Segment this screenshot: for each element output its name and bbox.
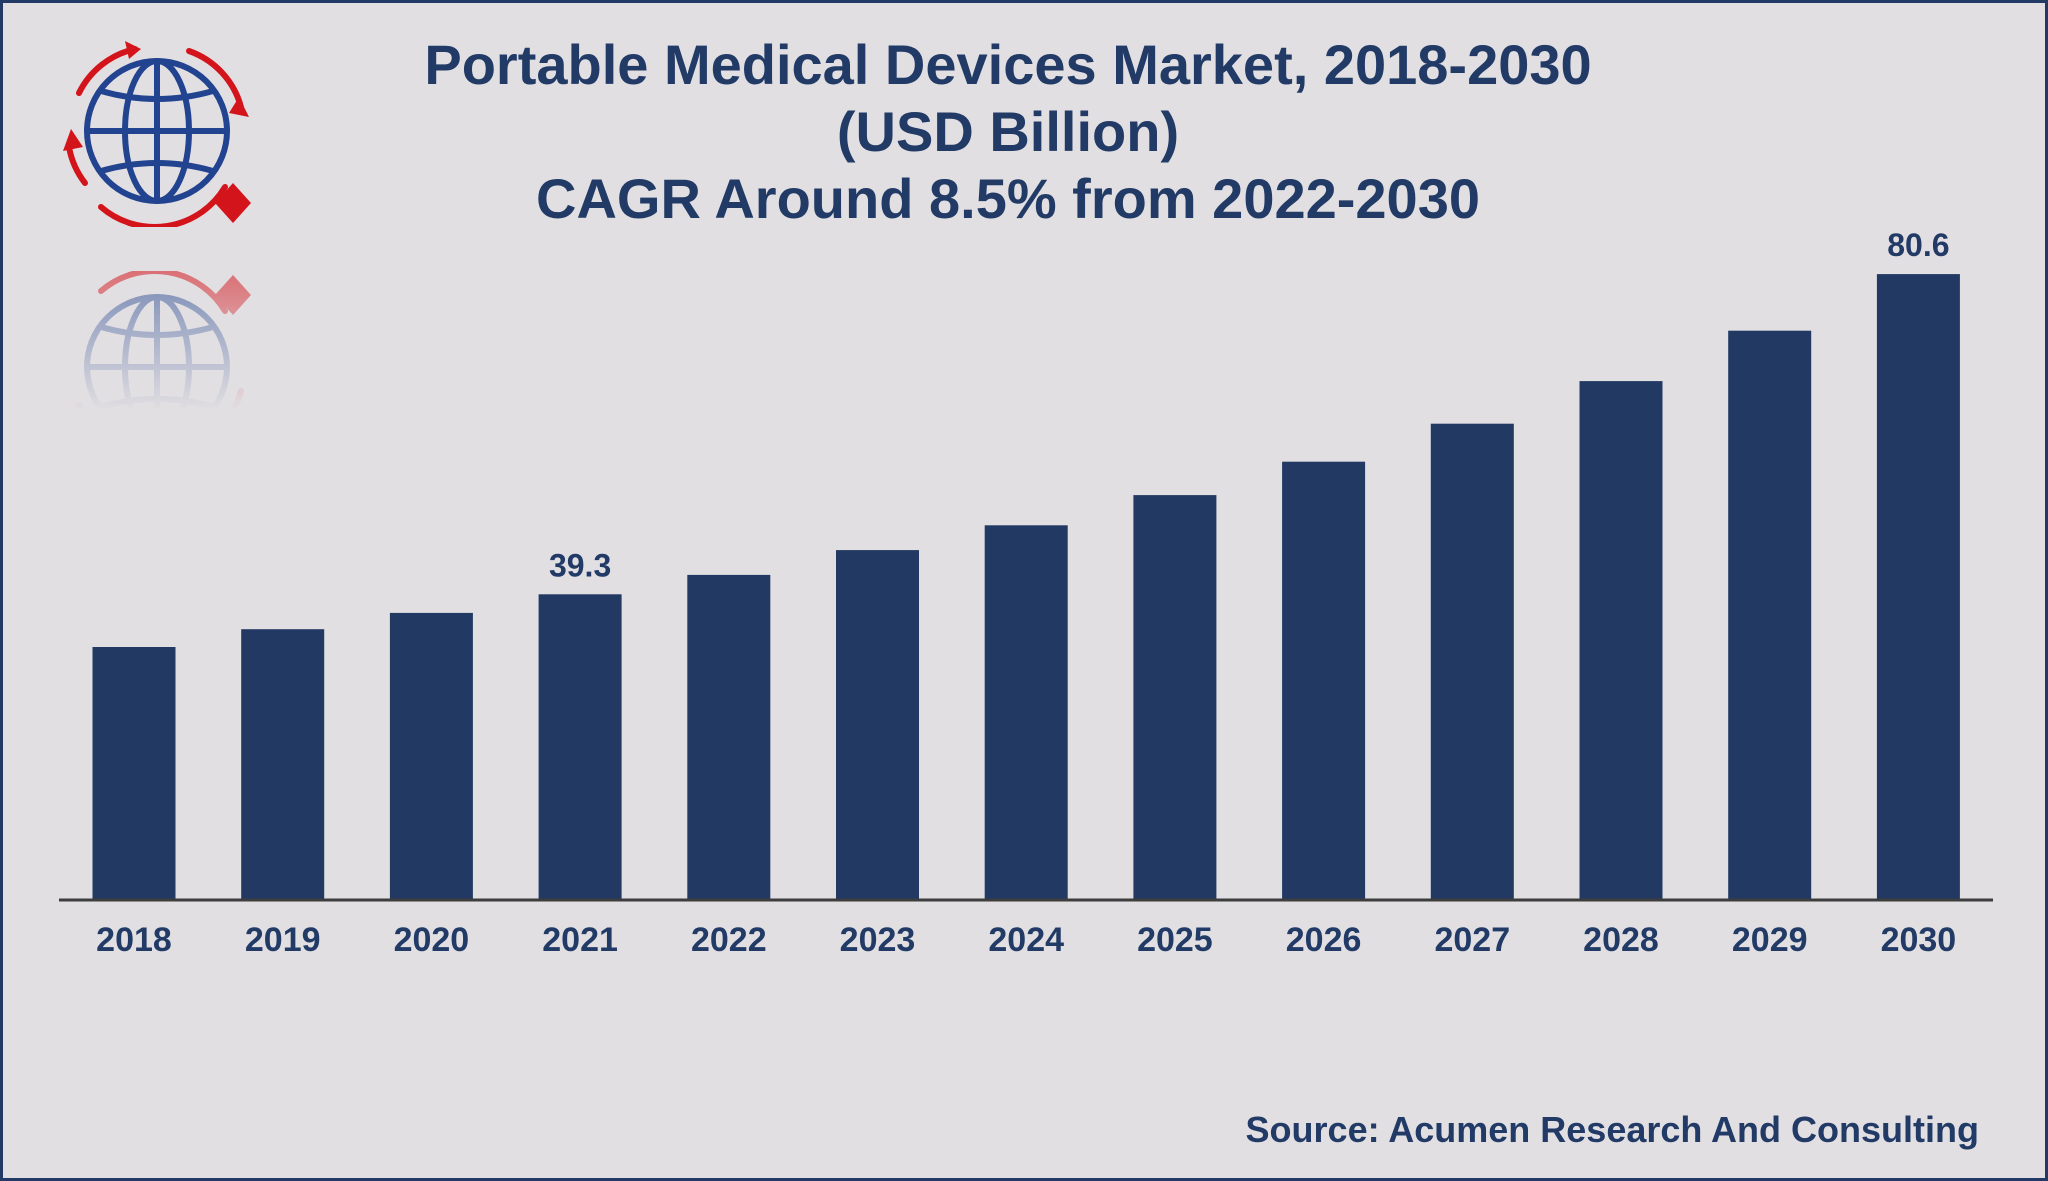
x-tick-label-2029: 2029 bbox=[1732, 921, 1808, 959]
bar-2022 bbox=[687, 574, 771, 899]
x-tick-label-2022: 2022 bbox=[691, 921, 767, 959]
x-tick-label-2025: 2025 bbox=[1137, 921, 1213, 959]
bar-2024 bbox=[984, 525, 1068, 899]
globe-with-arrows-icon bbox=[61, 37, 257, 232]
x-tick-label-2024: 2024 bbox=[988, 921, 1064, 959]
data-label-2030: 80.6 bbox=[1887, 227, 1949, 263]
chart-title-line-1: Portable Medical Devices Market, 2018-20… bbox=[424, 33, 1592, 96]
source-note: Source: Acumen Research And Consulting bbox=[1245, 1109, 1979, 1150]
bar-2028 bbox=[1579, 381, 1663, 900]
bar-2021 bbox=[538, 594, 622, 899]
x-tick-label-2028: 2028 bbox=[1583, 921, 1659, 959]
bar-2023 bbox=[836, 550, 919, 899]
x-tick-label-2027: 2027 bbox=[1434, 921, 1510, 959]
bar-chart: 2018 2019 2020 2021 2022 2023 2024 2025 2026 2027… bbox=[59, 227, 1993, 959]
bar-2020 bbox=[389, 612, 473, 899]
x-tick-label-2030: 2030 bbox=[1881, 921, 1957, 959]
bar-2018 bbox=[92, 647, 176, 899]
bar-2026 bbox=[1282, 461, 1366, 899]
bar-2025 bbox=[1133, 495, 1217, 899]
x-tick-label-2026: 2026 bbox=[1286, 921, 1362, 959]
chart-title: Portable Medical Devices Market, 2018-20… bbox=[303, 31, 1713, 232]
x-tick-label-2021: 2021 bbox=[542, 921, 618, 959]
chart-title-line-2: (USD Billion) bbox=[836, 100, 1180, 163]
x-tick-label-2020: 2020 bbox=[394, 921, 470, 959]
x-tick-label-2019: 2019 bbox=[245, 921, 321, 959]
bar-2029 bbox=[1728, 330, 1812, 899]
x-tick-label-2023: 2023 bbox=[840, 921, 916, 959]
bar-2030 bbox=[1876, 274, 1960, 900]
bar-2019 bbox=[241, 629, 325, 899]
data-label-2021: 39.3 bbox=[549, 547, 611, 583]
chart-title-line-3: CAGR Around 8.5% from 2022-2030 bbox=[536, 167, 1480, 230]
bar-2027 bbox=[1430, 423, 1514, 899]
x-tick-label-2018: 2018 bbox=[96, 921, 172, 959]
